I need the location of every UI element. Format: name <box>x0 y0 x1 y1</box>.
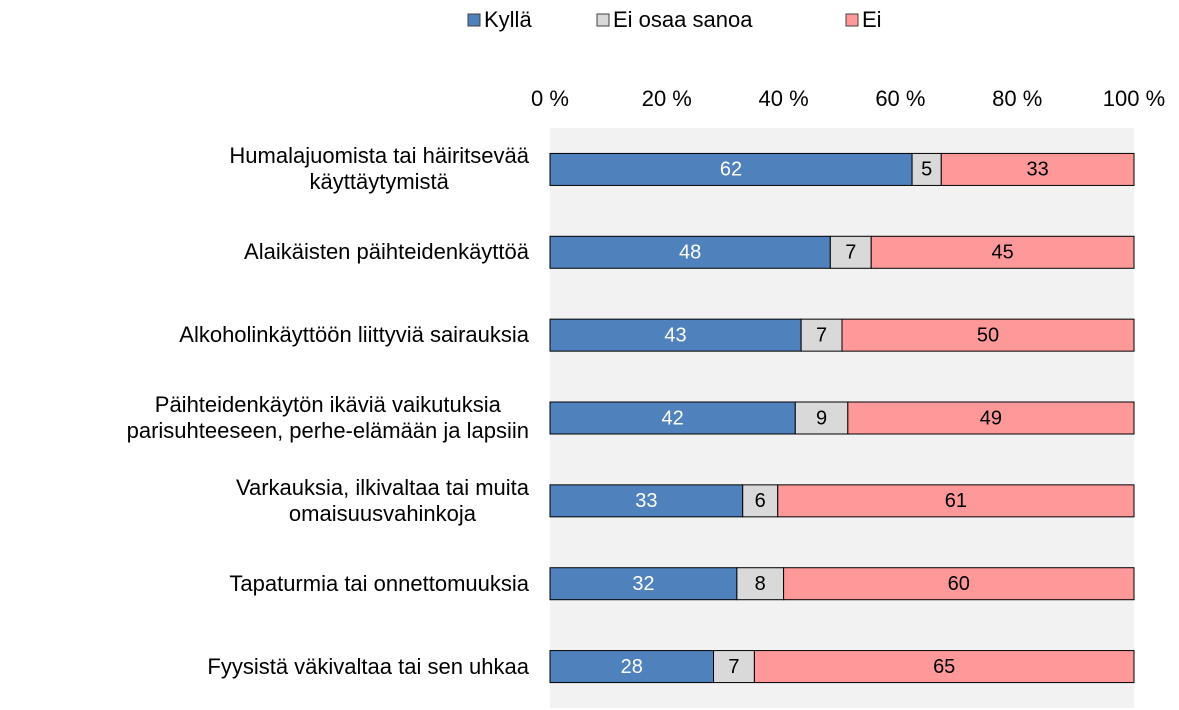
bar-segment <box>549 567 738 601</box>
data-label: 33 <box>1027 159 1049 181</box>
data-label: 7 <box>816 324 827 346</box>
bar-segment <box>829 235 872 269</box>
bar-segment <box>753 650 1135 684</box>
x-tick-label: 20 % <box>642 86 692 111</box>
category-label: Humalajuomista tai häiritsevää käyttäyty… <box>229 129 529 209</box>
category-text: Humalajuomista tai häiritsevää käyttäyty… <box>229 143 529 195</box>
data-label: 49 <box>980 407 1002 429</box>
legend-label: Kyllä <box>484 7 532 32</box>
legend-swatch <box>467 13 481 27</box>
legend-swatch <box>845 13 859 27</box>
category-label: Tapaturmia tai onnettomuuksia <box>229 544 529 624</box>
bar-segment <box>847 401 1135 435</box>
x-tick-label: 0 % <box>531 86 569 111</box>
data-label: 60 <box>948 573 970 595</box>
bar-segment <box>841 318 1135 352</box>
x-tick-label: 80 % <box>992 86 1042 111</box>
category-label: Päihteidenkäytön ikäviä vaikutuksia pari… <box>127 378 529 458</box>
data-label: 42 <box>662 407 684 429</box>
data-label: 62 <box>720 159 742 181</box>
category-text: Fyysistä väkivaltaa tai sen uhkaa <box>207 653 529 679</box>
legend-label: Ei osaa sanoa <box>613 7 753 32</box>
data-label: 65 <box>933 656 955 678</box>
data-label: 8 <box>755 573 766 595</box>
legend-swatch <box>596 13 610 27</box>
data-label: 7 <box>728 656 739 678</box>
bar-segment <box>742 484 779 518</box>
category-label: Alaikäisten päihteidenkäyttöä <box>244 212 529 292</box>
bar-segment <box>549 484 744 518</box>
category-text: Päihteidenkäytön ikäviä vaikutuksia pari… <box>126 392 529 443</box>
bar-segment <box>549 650 715 684</box>
category-text: Alkoholinkäyttöön liittyviä sairauksia <box>179 322 529 348</box>
bar-segment <box>911 152 942 186</box>
legend-label: Ei <box>862 7 882 32</box>
data-label: 7 <box>845 242 856 264</box>
bar-segment <box>870 235 1135 269</box>
data-label: 48 <box>679 242 701 264</box>
data-label: 9 <box>816 407 827 429</box>
category-label: Fyysistä väkivaltaa tai sen uhkaa <box>207 627 529 707</box>
bar-segment <box>549 152 913 186</box>
bar-segment <box>800 318 843 352</box>
data-label: 6 <box>755 490 766 512</box>
x-tick-label: 60 % <box>875 86 925 111</box>
data-label: 45 <box>991 242 1013 264</box>
bar-segment <box>549 401 796 435</box>
data-label: 32 <box>632 573 654 595</box>
x-tick-label: 100 % <box>1103 86 1165 111</box>
data-label: 28 <box>621 656 643 678</box>
bar-segment <box>549 235 831 269</box>
category-text: Alaikäisten päihteidenkäyttöä <box>244 239 529 265</box>
category-label: Varkauksia, ilkivaltaa tai muita omaisuu… <box>236 461 529 541</box>
data-label: 43 <box>664 324 686 346</box>
data-label: 61 <box>945 490 967 512</box>
bar-segment <box>777 484 1135 518</box>
x-tick-label: 40 % <box>759 86 809 111</box>
category-text: Varkauksia, ilkivaltaa tai muita omaisuu… <box>235 474 529 526</box>
data-label: 5 <box>921 159 932 181</box>
bar-segment <box>783 567 1135 601</box>
bar-segment <box>794 401 849 435</box>
bar-segment <box>940 152 1135 186</box>
category-label: Alkoholinkäyttöön liittyviä sairauksia <box>179 295 529 375</box>
data-label: 33 <box>635 490 657 512</box>
data-label: 50 <box>977 324 999 346</box>
bar-segment <box>736 567 785 601</box>
category-text: Tapaturmia tai onnettomuuksia <box>229 570 529 596</box>
